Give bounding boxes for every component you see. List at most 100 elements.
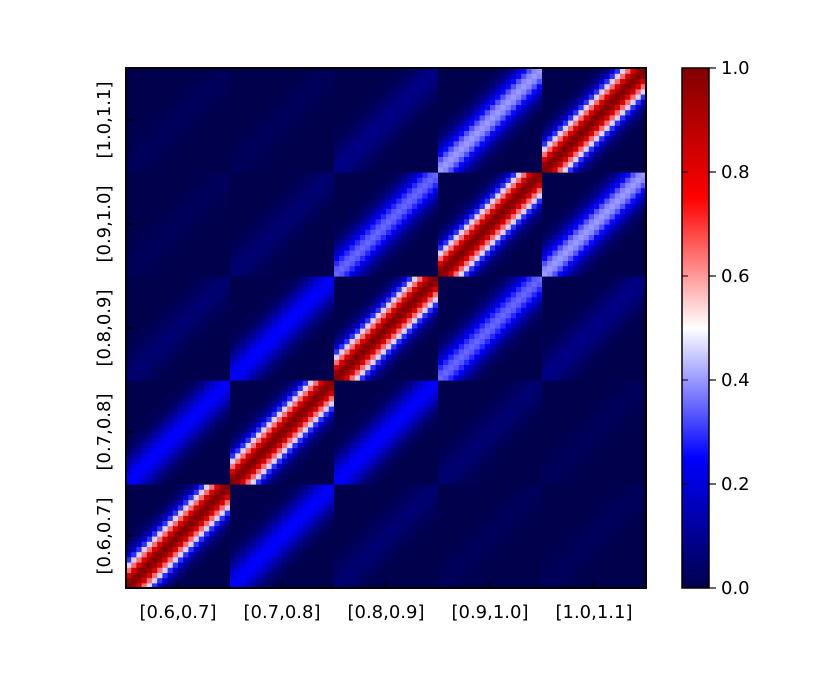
- heatmap-cell: [568, 406, 574, 412]
- heatmap-cell: [406, 406, 413, 412]
- heatmap-cell: [256, 322, 262, 329]
- heatmap-cell: [344, 458, 351, 464]
- heatmap-cell: [406, 541, 413, 547]
- heatmap-cell: [588, 406, 595, 412]
- heatmap-cell: [640, 504, 647, 511]
- heatmap-cell: [271, 567, 278, 573]
- heatmap-cell: [193, 395, 200, 402]
- heatmap-cell: [297, 515, 304, 521]
- heatmap-cell: [406, 411, 413, 417]
- heatmap-cell: [183, 546, 189, 553]
- heatmap-cell: [297, 343, 304, 350]
- heatmap-cell: [578, 468, 585, 475]
- heatmap-cell: [209, 291, 215, 298]
- heatmap-cell: [282, 369, 288, 376]
- heatmap-cell: [235, 338, 241, 345]
- heatmap-cell: [131, 411, 137, 417]
- heatmap-cell: [204, 385, 210, 391]
- heatmap-cell: [334, 302, 340, 308]
- heatmap-cell: [302, 473, 309, 480]
- heatmap-cell: [344, 426, 351, 433]
- heatmap-cell: [214, 354, 221, 360]
- heatmap-cell: [193, 406, 200, 412]
- heatmap-cell: [167, 317, 174, 324]
- heatmap-cell: [188, 567, 195, 573]
- heatmap-cell: [136, 400, 143, 407]
- heatmap-block: [230, 484, 335, 589]
- heatmap-cell: [276, 494, 283, 501]
- heatmap-cell: [510, 541, 517, 547]
- heatmap-cell: [256, 343, 262, 350]
- heatmap-cell: [469, 536, 475, 542]
- heatmap-cell: [552, 468, 559, 475]
- heatmap-cell: [172, 432, 179, 438]
- heatmap-cell: [318, 343, 325, 350]
- heatmap-cell: [578, 432, 585, 438]
- heatmap-cell: [266, 515, 273, 521]
- heatmap-cell: [630, 530, 637, 537]
- heatmap-cell: [240, 577, 247, 584]
- heatmap-cell: [276, 302, 283, 308]
- heatmap-cell: [245, 489, 252, 495]
- heatmap-cell: [302, 302, 309, 308]
- heatmap-cell: [167, 421, 174, 428]
- heatmap-cell: [344, 307, 351, 313]
- heatmap-cell: [406, 494, 413, 501]
- heatmap-cell: [516, 582, 522, 589]
- heatmap-cell: [297, 406, 304, 412]
- heatmap-cell: [261, 442, 267, 449]
- heatmap-cell: [573, 463, 579, 469]
- heatmap-cell: [380, 567, 387, 573]
- heatmap-cell: [276, 432, 283, 438]
- heatmap-cell: [552, 458, 559, 464]
- heatmap-cell: [557, 400, 564, 407]
- heatmap-cell: [256, 458, 262, 464]
- heatmap-cell: [162, 541, 169, 547]
- heatmap-cell: [640, 541, 647, 547]
- heatmap-cell: [126, 395, 132, 402]
- heatmap-cell: [276, 562, 283, 568]
- heatmap-cell: [328, 452, 335, 459]
- heatmap-cell: [235, 458, 241, 464]
- heatmap-cell: [568, 515, 574, 521]
- heatmap-cell: [287, 338, 293, 345]
- heatmap-cell: [516, 468, 522, 475]
- heatmap-cell: [193, 499, 200, 506]
- heatmap-cell: [178, 484, 184, 490]
- heatmap-cell: [562, 562, 569, 568]
- heatmap-cell: [370, 458, 377, 464]
- heatmap-cell: [157, 338, 163, 345]
- heatmap-cell: [516, 577, 522, 584]
- heatmap-cell: [443, 520, 449, 527]
- heatmap-cell: [510, 400, 517, 407]
- heatmap-cell: [521, 525, 527, 532]
- heatmap-cell: [230, 556, 236, 563]
- heatmap-cell: [443, 551, 449, 558]
- heatmap-cell: [438, 530, 444, 537]
- heatmap-cell: [448, 432, 455, 438]
- heatmap-cell: [453, 525, 460, 532]
- heatmap-cell: [370, 322, 377, 329]
- heatmap-cell: [214, 421, 221, 428]
- heatmap-cell: [484, 458, 491, 464]
- heatmap-cell: [438, 520, 444, 527]
- heatmap-cell: [552, 504, 559, 511]
- heatmap-cell: [328, 447, 335, 454]
- heatmap-cell: [490, 582, 496, 589]
- heatmap-cell: [261, 302, 267, 308]
- heatmap-cell: [339, 312, 345, 319]
- heatmap-cell: [261, 515, 267, 521]
- heatmap-cell: [630, 551, 637, 558]
- heatmap-cell: [224, 432, 231, 438]
- heatmap-cell: [630, 385, 637, 391]
- heatmap-cell: [568, 416, 574, 423]
- heatmap-cell: [136, 281, 143, 287]
- heatmap-cell: [370, 551, 377, 558]
- heatmap-cell: [136, 354, 143, 360]
- heatmap-cell: [193, 312, 200, 319]
- heatmap-cell: [167, 343, 174, 350]
- heatmap-cell: [235, 551, 241, 558]
- heatmap-cell: [521, 530, 527, 537]
- heatmap-cell: [458, 577, 465, 584]
- heatmap-cell: [250, 364, 257, 371]
